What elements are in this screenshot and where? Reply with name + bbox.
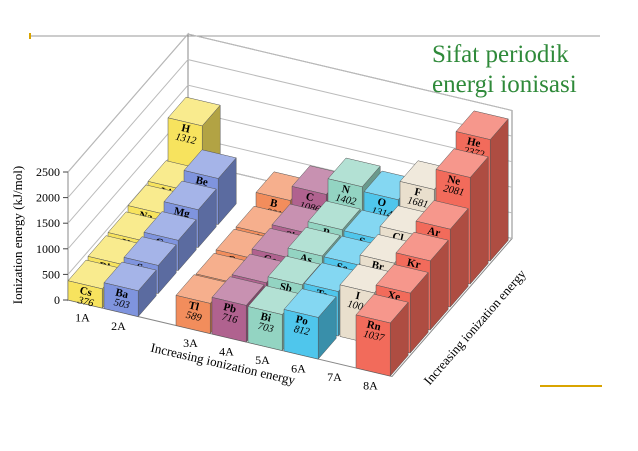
x-tick-label: 6A <box>291 361 306 375</box>
element-symbol: Ne <box>446 173 461 188</box>
y-tick-label: 2000 <box>36 191 60 205</box>
element-value: 1037 <box>362 329 386 345</box>
bar-front <box>67 280 103 309</box>
element-symbol: I <box>354 290 361 303</box>
element-symbol: Kr <box>406 257 422 272</box>
grid-line <box>67 59 513 198</box>
element-symbol: Po <box>294 313 309 328</box>
element-symbol: F <box>413 186 423 199</box>
element-value: 503 <box>113 297 131 311</box>
element-value: 589 <box>185 310 204 324</box>
x-tick-label: 4A <box>219 344 234 358</box>
grid-line <box>67 84 513 224</box>
element-value: 376 <box>76 295 96 310</box>
element-value: 1681 <box>406 195 429 210</box>
element-symbol: Pb <box>222 301 237 316</box>
element-symbol: N <box>341 183 351 196</box>
element-symbol: B <box>269 197 279 210</box>
element-symbol: H <box>180 122 191 136</box>
x-tick-label: 7A <box>327 370 342 384</box>
bar-front <box>211 297 247 343</box>
element-symbol: Ba <box>114 287 130 302</box>
element-symbol: C <box>305 191 315 204</box>
grid-line <box>67 33 513 173</box>
title: Sifat periodik energi ionisasi <box>432 41 577 98</box>
x-tick-label: 3A <box>183 336 198 350</box>
x-tick-label: 5A <box>255 353 270 367</box>
element-value: 1312 <box>174 132 198 148</box>
element-symbol: O <box>376 196 387 210</box>
y-tick-label: 0 <box>54 293 60 307</box>
x-tick-label: 8A <box>363 378 378 392</box>
x-tick-label: 2A <box>111 319 126 333</box>
bar-side <box>469 156 489 285</box>
bar-side <box>489 118 509 262</box>
element-symbol: Rn <box>366 319 382 334</box>
element-value: 716 <box>221 312 240 326</box>
element-symbol: Tl <box>187 299 200 313</box>
element-symbol: Bi <box>259 311 272 325</box>
y-axis-label: Ionization energy (kJ/mol) <box>10 166 25 304</box>
bar-front <box>355 314 391 377</box>
bar-front <box>175 295 211 334</box>
bar-front <box>247 306 283 351</box>
element-symbol: Cs <box>78 285 93 300</box>
element-value: 703 <box>257 321 275 335</box>
element-value: 812 <box>293 324 312 338</box>
y-tick-label: 500 <box>42 267 60 281</box>
y-tick-label: 1500 <box>36 216 60 230</box>
element-value: 2081 <box>442 183 465 198</box>
y-tick-label: 1000 <box>36 242 60 256</box>
bar-front <box>283 309 319 360</box>
y-tick-label: 2500 <box>36 165 60 179</box>
x-tick-label: 1A <box>75 310 90 324</box>
bar-front <box>103 282 139 317</box>
element-symbol: He <box>466 135 482 150</box>
